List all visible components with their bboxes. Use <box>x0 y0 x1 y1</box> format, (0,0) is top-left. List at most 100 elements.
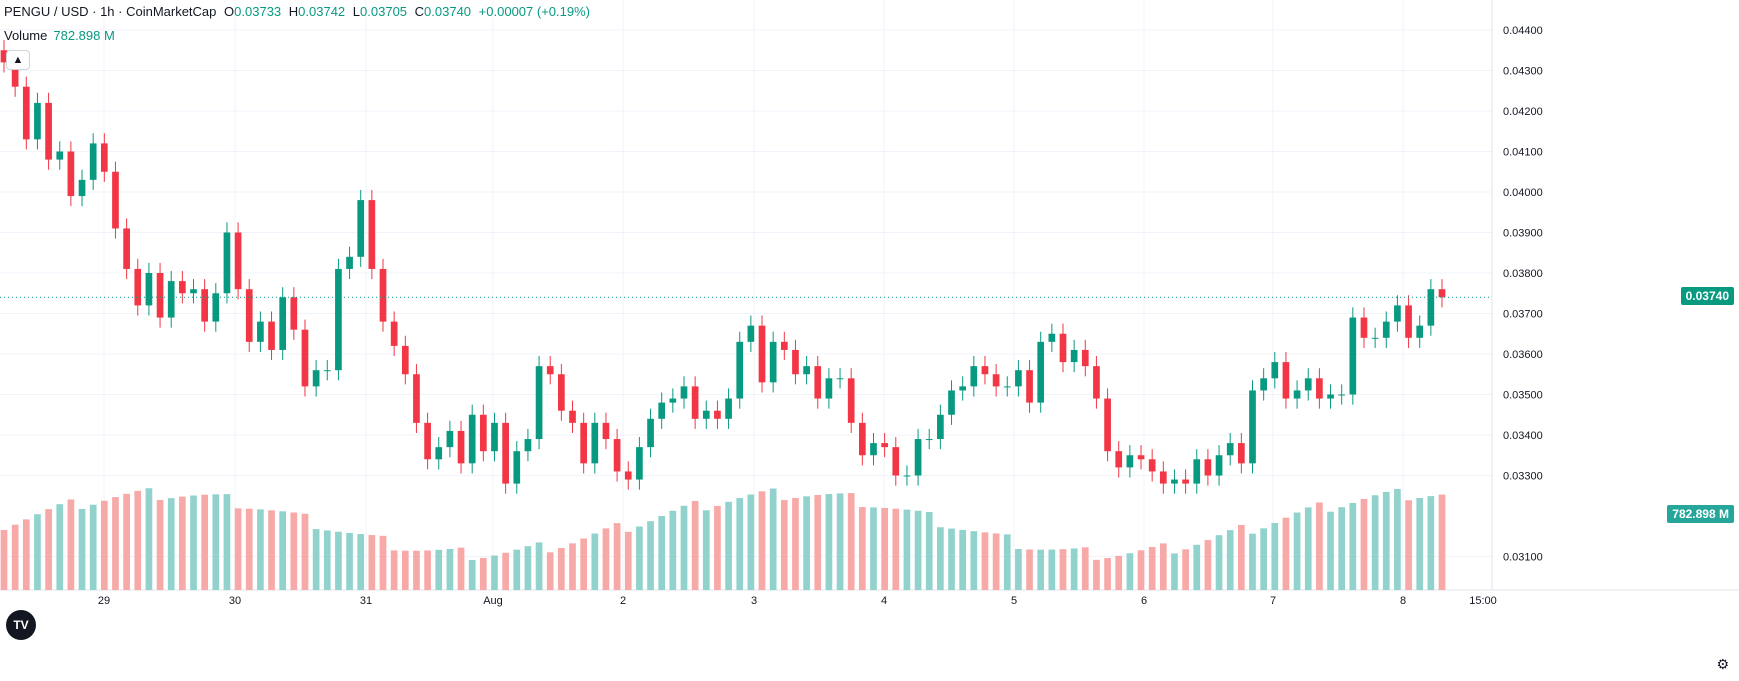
volume-bar <box>1371 495 1379 590</box>
volume-bar <box>190 495 197 590</box>
volume-bar <box>524 546 532 590</box>
volume-bar <box>1193 544 1201 590</box>
candle-body <box>34 102 41 140</box>
candle-body <box>1048 333 1056 342</box>
candle-body <box>335 268 342 371</box>
candle-body <box>858 422 866 456</box>
candle-body <box>123 228 130 269</box>
volume-bar <box>925 511 933 590</box>
candle-body <box>479 414 487 452</box>
volume-bar <box>1316 502 1323 590</box>
volume-bar <box>89 504 97 590</box>
volume-bar <box>112 497 119 590</box>
candle-body <box>223 232 231 294</box>
volume-bar <box>446 548 454 590</box>
candle-body <box>691 386 699 419</box>
y-tick-label: 0.04300 <box>1503 66 1543 78</box>
volume-bar <box>1182 549 1189 590</box>
volume-bar <box>379 535 387 590</box>
candle-body <box>758 325 766 383</box>
volume-bar <box>959 529 967 590</box>
candle-body <box>67 151 75 197</box>
volume-bar <box>1003 534 1011 590</box>
last-price-tag: 0.03740 <box>1680 287 1734 305</box>
candle-body <box>145 273 153 306</box>
volume-bar <box>1394 488 1401 590</box>
volume-bar <box>970 531 978 590</box>
candle-body <box>0 50 8 63</box>
candle-body <box>1271 362 1279 379</box>
volume-bar <box>691 500 699 590</box>
volume-bar <box>323 530 331 590</box>
gear-icon[interactable]: ⚙ <box>1716 656 1729 672</box>
volume-bar <box>156 500 164 590</box>
candle-body <box>234 232 242 290</box>
volume-bar <box>1349 502 1357 590</box>
candle-body <box>535 366 543 440</box>
volume-bar <box>279 511 287 590</box>
candle-body <box>468 414 476 464</box>
volume-value: 782.898 M <box>53 28 115 43</box>
volume-bar <box>948 528 955 590</box>
volume-bar <box>1282 517 1290 590</box>
volume-bar <box>368 535 376 590</box>
x-tick-label: 31 <box>360 595 372 607</box>
volume-bar <box>636 526 643 590</box>
y-tick-label: 0.03500 <box>1503 390 1543 402</box>
volume-bar <box>981 532 989 590</box>
candle-body <box>580 422 588 464</box>
candle-body <box>903 475 911 477</box>
volume-bar <box>624 531 632 590</box>
candle-body <box>836 378 844 380</box>
volume-bar <box>1081 547 1089 590</box>
volume-bar <box>1416 498 1424 590</box>
candle-body <box>179 281 186 294</box>
candle-body <box>1215 455 1223 476</box>
volume-bar <box>992 533 1000 590</box>
candle-body <box>390 321 398 346</box>
candle-body <box>1226 443 1234 456</box>
candle-body <box>981 366 989 375</box>
tradingview-logo[interactable]: TV <box>6 610 36 640</box>
volume-bar <box>11 524 19 590</box>
symbol-label[interactable]: PENGU / USD · 1h · CoinMarketCap <box>4 4 217 19</box>
candle-body <box>948 390 955 415</box>
close-value: 0.03740 <box>424 4 472 19</box>
candle-body <box>736 341 744 399</box>
candle-body <box>747 325 755 342</box>
candle-body <box>669 398 677 403</box>
volume-bar <box>858 507 866 590</box>
volume-bar <box>769 488 777 590</box>
candle-body <box>212 293 220 322</box>
volume-bar <box>268 510 275 590</box>
volume-bar <box>301 513 309 590</box>
volume-bar <box>736 497 744 590</box>
volume-legend: Volume 782.898 M <box>4 28 115 43</box>
candle-body <box>290 297 298 330</box>
chevron-up-icon[interactable]: ▲ <box>6 50 30 70</box>
volume-bar <box>714 505 721 590</box>
volume-bar <box>34 514 41 590</box>
candle-body <box>56 151 64 160</box>
chart-header: PENGU / USD · 1h · CoinMarketCap O0.0373… <box>4 4 594 19</box>
volume-label[interactable]: Volume <box>4 28 48 43</box>
volume-bar <box>513 549 521 590</box>
candle-body <box>1371 337 1379 339</box>
volume-bar <box>870 507 877 590</box>
volume-bar <box>669 510 677 590</box>
volume-bar <box>836 493 844 590</box>
candle-body <box>591 422 599 464</box>
candle-body <box>1026 370 1033 403</box>
candle-body <box>636 447 643 480</box>
candle-body <box>190 289 197 294</box>
volume-bar <box>357 534 365 590</box>
low-label: L <box>352 4 361 19</box>
volume-bar <box>658 515 666 590</box>
candle-body <box>413 374 420 423</box>
volume-bar <box>435 549 443 590</box>
volume-bar <box>602 528 610 590</box>
candle-body <box>1015 370 1022 387</box>
close-label: C <box>414 4 425 19</box>
volume-bar <box>1327 511 1334 590</box>
